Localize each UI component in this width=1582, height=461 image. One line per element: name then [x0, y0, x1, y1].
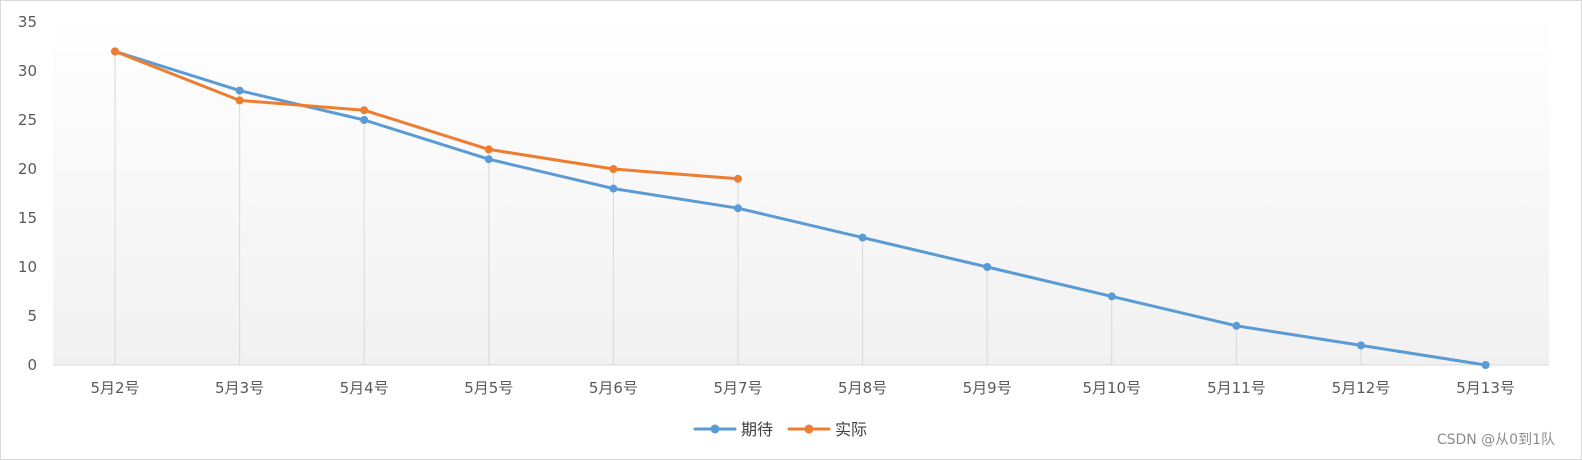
data-point: [734, 204, 742, 213]
data-point: [609, 165, 618, 173]
y-axis-tick-labels: 0 5 10 15 20 25 30 35: [18, 13, 37, 374]
data-point: [1481, 361, 1490, 369]
x-tick-label: 5月4号: [340, 379, 389, 397]
data-point: [484, 145, 493, 154]
data-point: [360, 116, 369, 124]
x-tick-label: 5月12号: [1332, 379, 1391, 397]
legend: 期待 实际: [693, 420, 867, 439]
legend-label: 期待: [741, 420, 773, 439]
data-point: [235, 96, 244, 105]
plot-area: [53, 11, 1549, 365]
x-tick-label: 5月13号: [1456, 379, 1515, 397]
data-point: [734, 174, 742, 183]
data-point: [1357, 341, 1365, 350]
data-point: [1107, 292, 1116, 301]
series-line: [113, 49, 1488, 367]
x-tick-label: 5月8号: [838, 379, 887, 397]
legend-point-marker: [710, 424, 720, 434]
data-point: [235, 86, 244, 95]
x-tick-label: 5月7号: [713, 379, 762, 397]
x-tick-label: 5月6号: [589, 379, 638, 397]
data-point: [983, 263, 992, 271]
series-line: [113, 49, 740, 181]
y-tick-label: 20: [18, 160, 37, 178]
y-tick-label: 30: [18, 62, 37, 80]
x-axis-tick-labels: 5月2号 5月3号 5月4号 5月5号 5月6号 5月7号 5月8号 5月9号 5月10号 5月1…: [90, 379, 1514, 397]
x-tick-label: 5月9号: [963, 379, 1012, 397]
y-tick-label: 10: [18, 258, 37, 276]
series-layer: [111, 47, 1490, 369]
y-tick-label: 25: [18, 111, 37, 129]
legend-item: 实际: [787, 420, 867, 439]
data-point: [360, 106, 369, 115]
legend-point-marker: [804, 424, 814, 434]
y-tick-label: 0: [27, 356, 37, 374]
x-tick-label: 5月3号: [215, 379, 264, 397]
x-tick-label: 5月2号: [90, 379, 139, 397]
y-tick-label: 35: [18, 13, 37, 31]
x-tick-label: 5月10号: [1082, 379, 1141, 397]
x-tick-label: 5月11号: [1207, 379, 1266, 397]
y-tick-label: 15: [18, 209, 37, 227]
data-point: [858, 233, 867, 242]
x-tick-label: 5月5号: [464, 379, 513, 397]
data-point: [609, 184, 618, 193]
legend-item: 期待: [693, 420, 773, 439]
data-point: [484, 155, 493, 164]
data-point: [1232, 321, 1241, 330]
legend-label: 实际: [835, 420, 867, 439]
data-point: [111, 47, 119, 56]
series-2: [111, 47, 742, 183]
watermark: CSDN @从0到1队: [1436, 432, 1555, 448]
y-tick-label: 5: [27, 307, 37, 325]
